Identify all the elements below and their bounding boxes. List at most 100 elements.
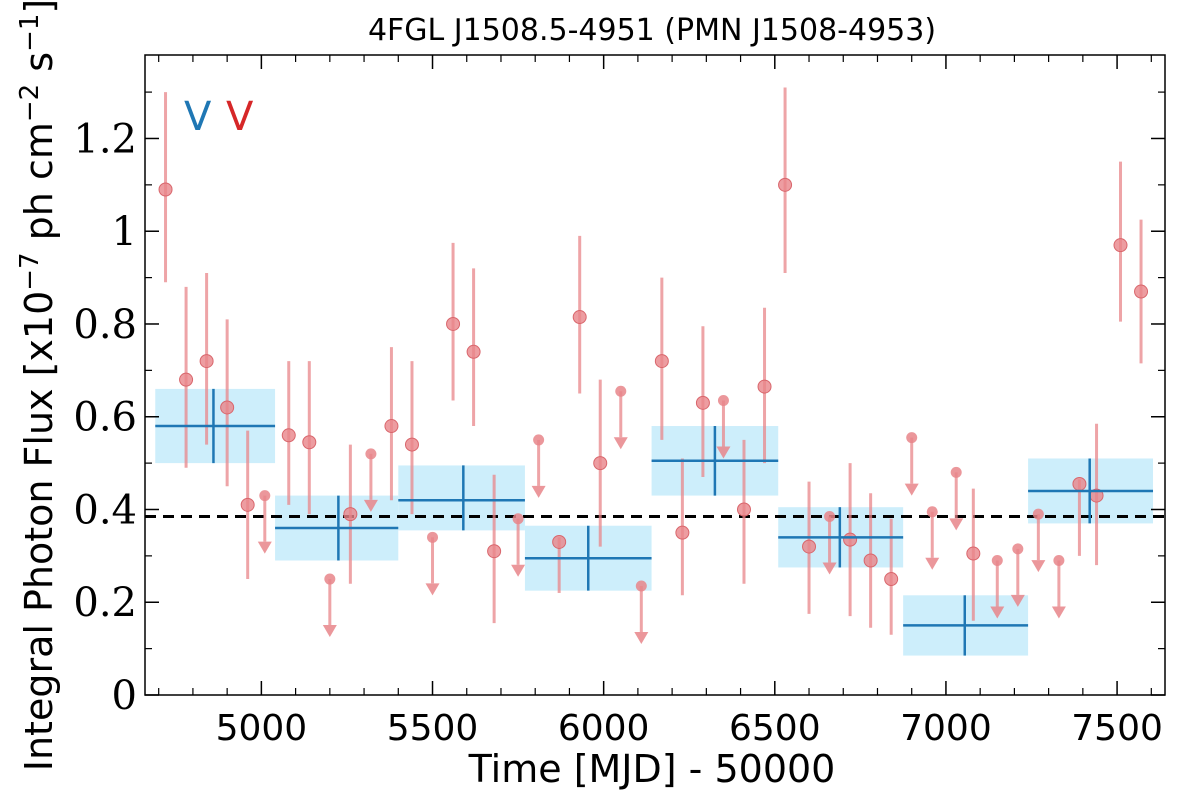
short-bin-point xyxy=(404,361,419,515)
long-bin-band xyxy=(398,465,525,531)
long-bin-crosses xyxy=(155,388,1154,656)
short-bin-marker xyxy=(675,525,690,540)
upper-limit-arrow xyxy=(511,564,526,577)
upper-limit-dot xyxy=(615,385,627,397)
short-bin-point xyxy=(199,272,214,445)
plot-frame xyxy=(144,54,1166,696)
short-bin-marker xyxy=(1134,284,1149,299)
x-tick-label: 7000 xyxy=(900,708,992,749)
short-bin-point xyxy=(863,493,878,628)
short-bin-marker xyxy=(654,354,669,369)
upper-limit xyxy=(425,531,440,596)
short-bin-point xyxy=(466,268,481,427)
upper-limit-dot xyxy=(1053,555,1065,567)
short-bin-point xyxy=(736,439,751,584)
short-bin-point xyxy=(802,481,817,614)
axis-ticks xyxy=(145,55,1165,696)
upper-limit-dot xyxy=(635,580,647,592)
y-tick-label: 0.2 xyxy=(73,580,137,626)
y-tick-label: 1 xyxy=(112,209,137,255)
short-bin-marker xyxy=(404,437,419,452)
upper-limit-dot xyxy=(1032,508,1044,520)
x-tick-label: 5500 xyxy=(387,708,479,749)
upper-limit xyxy=(322,573,337,638)
legend-mark-red: V xyxy=(226,94,254,140)
upper-limit-arrow xyxy=(322,625,337,638)
short-bin-points xyxy=(158,87,1149,635)
chart-title: 4FGL J1508.5-4951 (PMN J1508-4953) xyxy=(368,13,936,48)
short-bin-marker xyxy=(466,344,481,359)
long-bin-point xyxy=(651,426,779,496)
short-bin-point xyxy=(281,361,296,505)
upper-limit-arrow xyxy=(822,562,837,575)
legend-mark-blue: V xyxy=(184,94,212,140)
upper-limit-arrow xyxy=(1010,594,1025,607)
short-bin-point xyxy=(446,242,461,401)
long-bin-point xyxy=(398,465,525,531)
short-bin-marker xyxy=(343,507,358,522)
short-bin-point xyxy=(778,87,793,273)
long-bin-point xyxy=(155,388,276,464)
upper-limit xyxy=(634,580,649,645)
short-bin-point xyxy=(572,235,587,394)
short-bin-marker xyxy=(179,372,194,387)
short-bin-marker xyxy=(302,435,317,450)
upper-limit-dot xyxy=(991,555,1003,567)
short-bin-point xyxy=(384,347,399,501)
upper-limit-arrow xyxy=(949,518,964,531)
short-bin-marker xyxy=(736,502,751,517)
short-bin-marker xyxy=(593,456,608,471)
short-bin-marker xyxy=(281,428,296,443)
upper-limit xyxy=(1010,543,1025,607)
short-bin-marker xyxy=(446,316,461,331)
upper-limit-arrow xyxy=(257,541,272,554)
short-bin-point xyxy=(1134,219,1149,364)
upper-limit-dot xyxy=(512,513,524,525)
upper-limit xyxy=(1051,555,1066,619)
y-tick-label: 1.2 xyxy=(73,116,137,162)
short-bin-point xyxy=(695,326,710,478)
long-bin-point xyxy=(778,507,904,568)
upper-limit-arrow xyxy=(990,606,1005,619)
long-bin-point xyxy=(903,595,1029,656)
short-bin-marker xyxy=(778,177,793,192)
upper-limit xyxy=(511,513,526,577)
short-bin-point xyxy=(654,277,669,440)
upper-limit xyxy=(257,490,272,554)
short-bin-marker xyxy=(240,497,255,512)
upper-limit-dot xyxy=(950,466,962,478)
upper-limit-arrow xyxy=(1051,606,1066,619)
short-bin-point xyxy=(220,319,235,487)
upper-limit xyxy=(613,385,628,450)
short-bin-marker xyxy=(863,553,878,568)
y-tick-label: 0 xyxy=(112,673,137,719)
upper-limit xyxy=(716,395,731,459)
upper-limit xyxy=(925,506,940,570)
upper-limit xyxy=(531,434,546,498)
upper-limit-dot xyxy=(717,395,729,407)
x-tick-label: 7500 xyxy=(1071,708,1163,749)
short-bin-marker xyxy=(199,354,214,369)
x-tick-label: 5000 xyxy=(216,708,308,749)
short-bin-marker xyxy=(487,544,502,559)
short-bin-point xyxy=(343,444,358,584)
short-bin-point xyxy=(843,463,858,617)
x-tick-label: 6500 xyxy=(729,708,821,749)
long-bin-bands xyxy=(155,388,1154,656)
upper-limit-markers xyxy=(257,385,1066,645)
x-tick-labels: 5000 5500 6000 6500 7000 7500 xyxy=(216,708,1163,749)
short-bin-marker xyxy=(966,546,981,561)
short-bin-marker xyxy=(802,539,817,554)
upper-limit-arrow xyxy=(425,583,440,596)
upper-limit-dot xyxy=(324,573,336,585)
short-bin-point xyxy=(302,361,317,515)
upper-limit-arrow xyxy=(925,557,940,570)
upper-limit-dot xyxy=(926,506,938,518)
y-tick-labels: 0 0.2 0.4 0.6 0.8 1 1.2 xyxy=(73,116,137,719)
upper-limit-arrow xyxy=(1031,560,1046,573)
short-bin-marker xyxy=(552,534,567,549)
upper-limit-arrow xyxy=(531,485,546,498)
short-bin-marker xyxy=(220,400,235,415)
long-bin-point xyxy=(524,525,652,591)
upper-limit-dot xyxy=(824,510,836,522)
